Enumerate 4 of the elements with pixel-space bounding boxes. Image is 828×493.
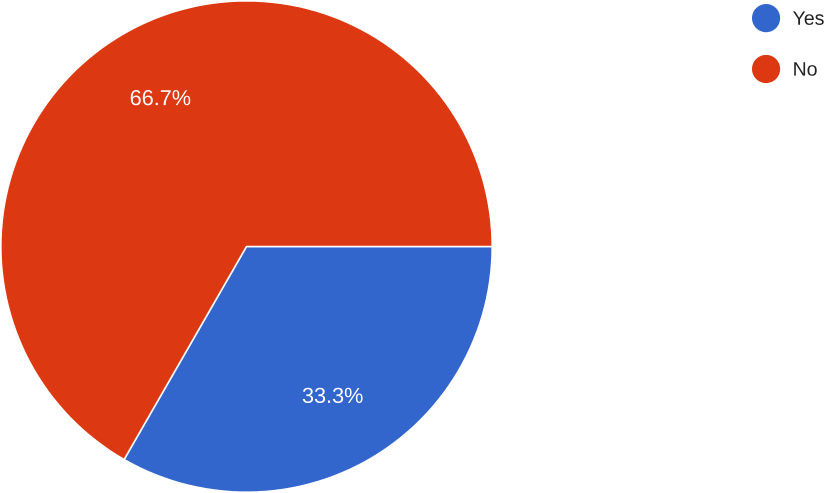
legend-label: No [794, 62, 817, 76]
legend-label: Yes [793, 11, 824, 25]
data-label: 66.7% [130, 90, 190, 106]
data-label: 33.3% [302, 388, 363, 404]
